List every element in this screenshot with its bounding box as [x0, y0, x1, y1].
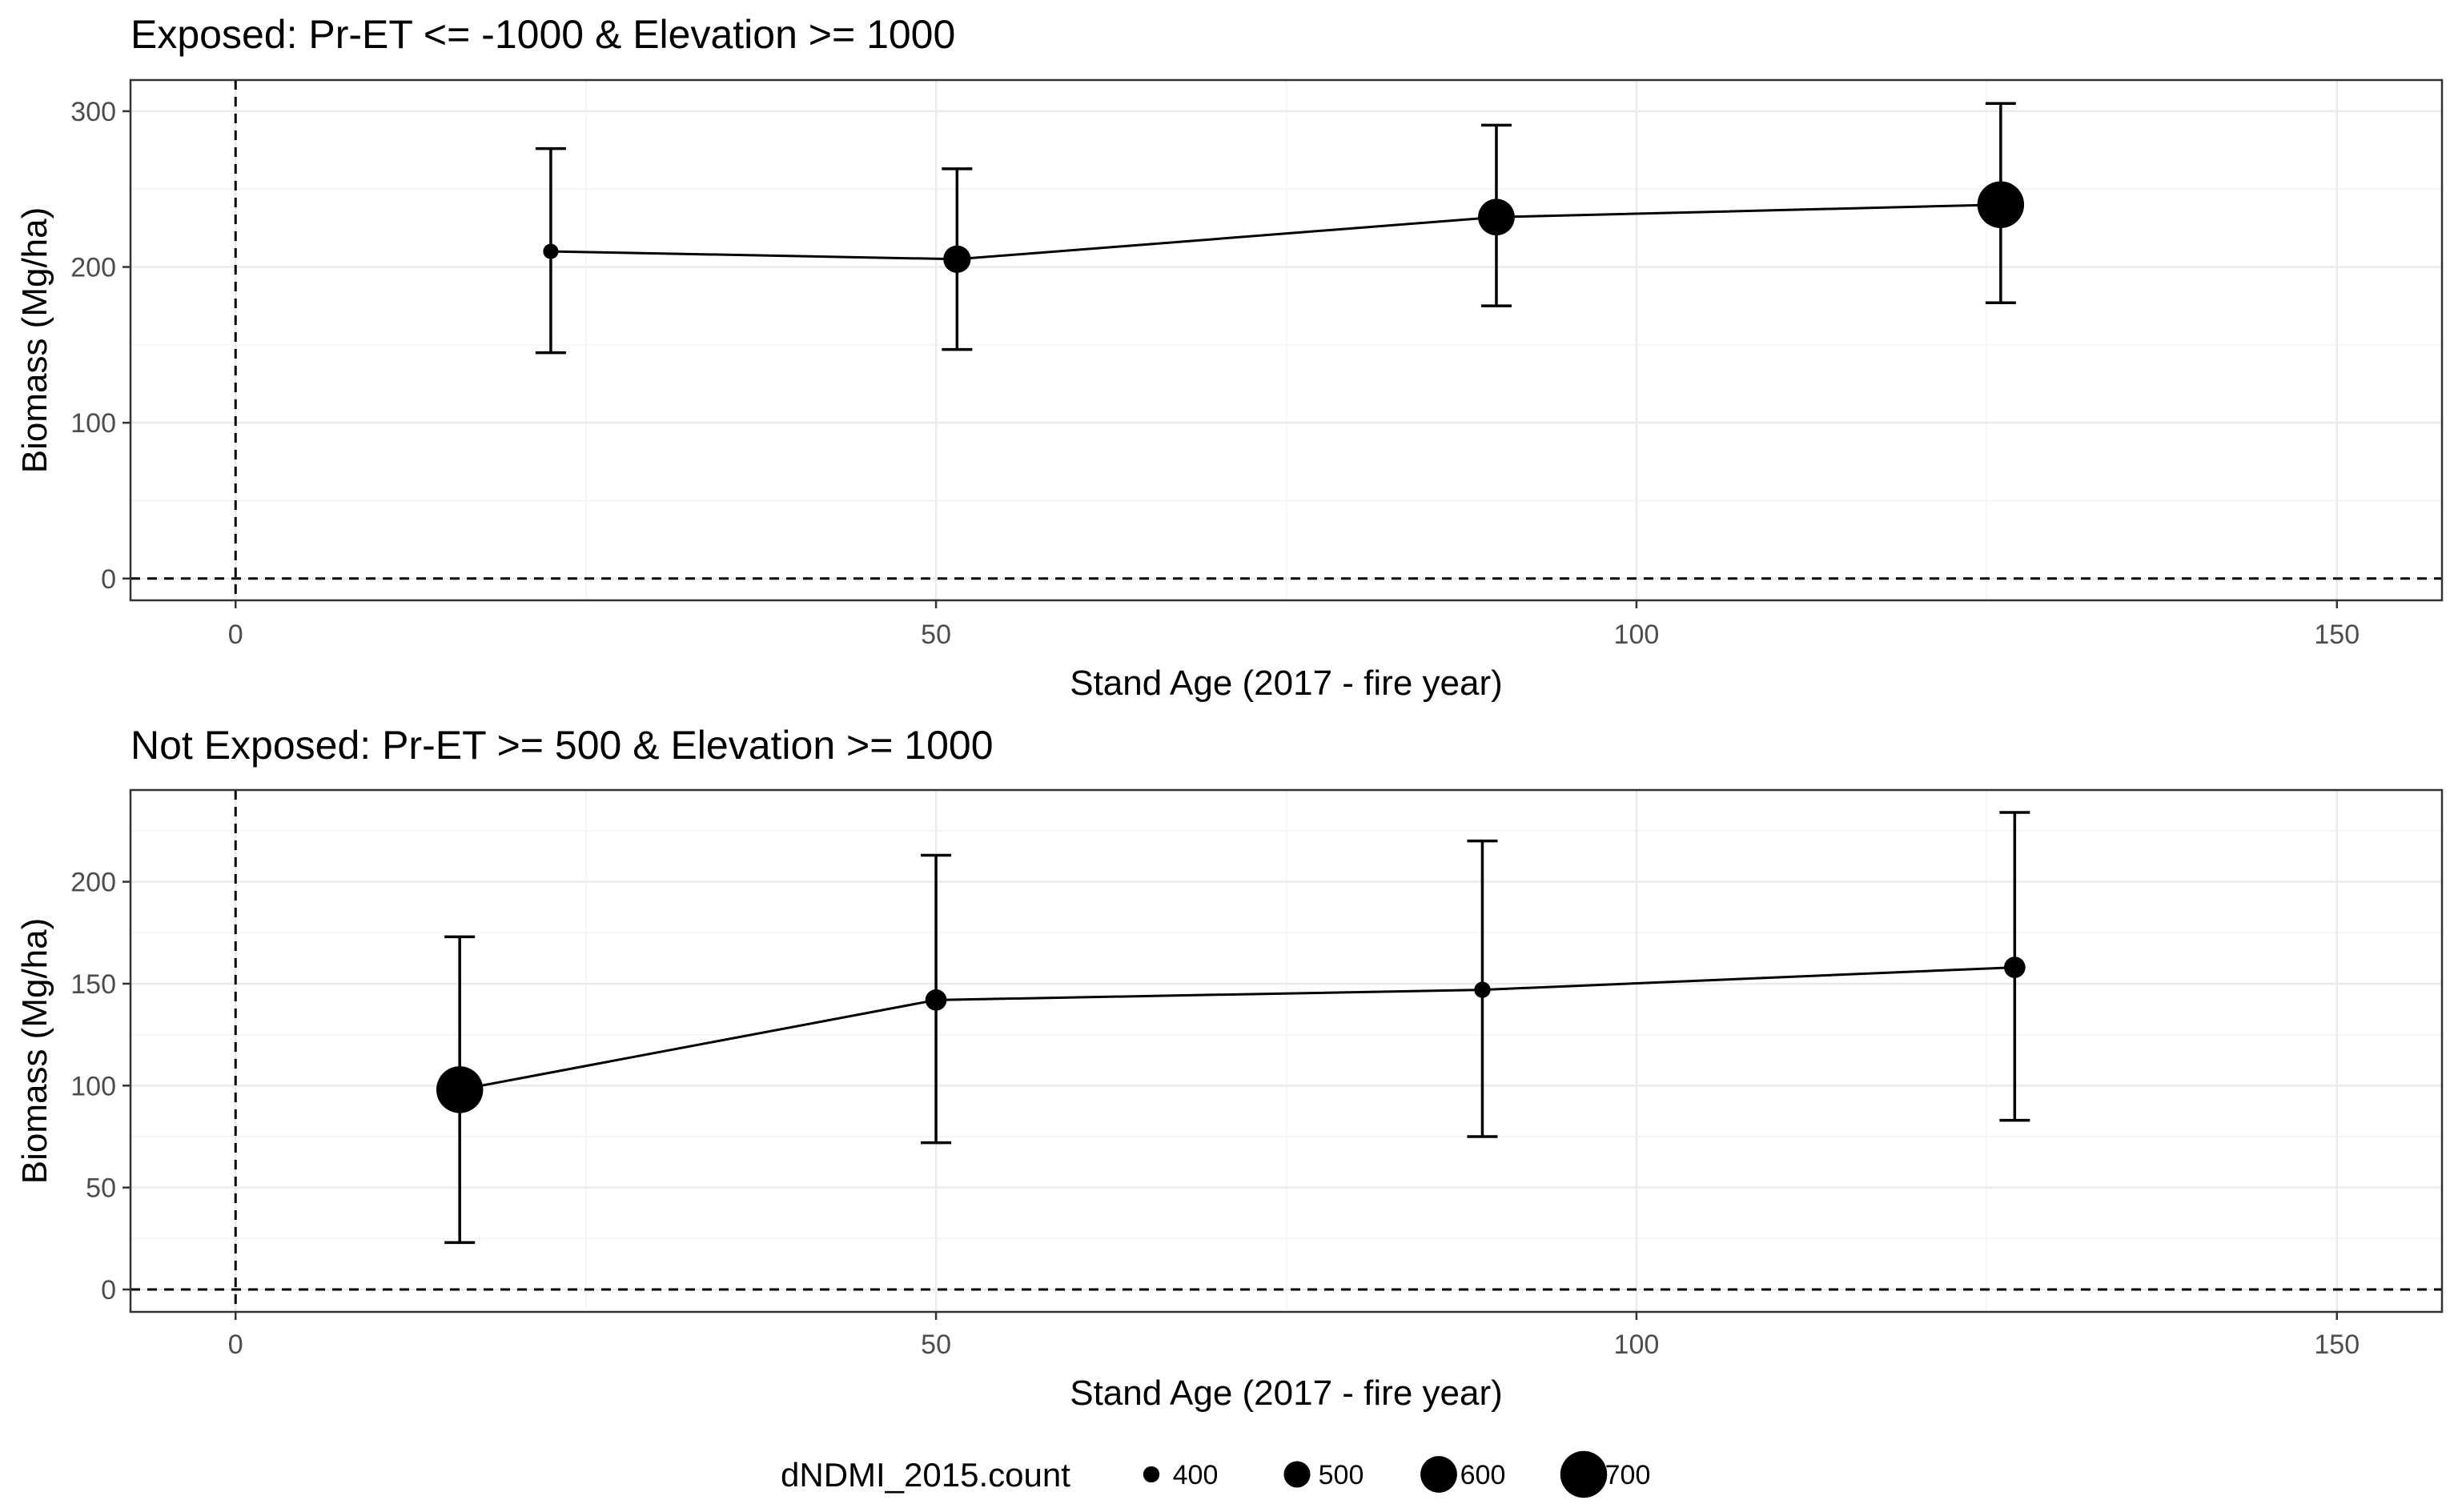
legend-key	[1420, 1456, 1457, 1493]
chart-title: Not Exposed: Pr-ET >= 500 & Elevation >=…	[131, 723, 994, 768]
data-point	[2003, 957, 2026, 978]
legend-entry: 700	[1560, 1450, 1651, 1498]
legend-key	[1143, 1466, 1160, 1483]
x-tick-label: 100	[1614, 620, 1660, 650]
data-point	[925, 989, 947, 1011]
y-tick-label: 300	[70, 97, 116, 127]
y-tick-label: 50	[86, 1173, 116, 1204]
legend-label: 700	[1605, 1460, 1651, 1490]
x-tick-label: 150	[2314, 620, 2360, 650]
y-axis-label: Biomass (Mg/ha)	[15, 207, 54, 474]
panel-border	[129, 78, 2444, 602]
x-axis-label: Stand Age (2017 - fire year)	[1070, 1374, 1503, 1413]
legend-label: 600	[1460, 1460, 1506, 1490]
legend-title: dNDMI_2015.count	[781, 1456, 1070, 1494]
y-tick-label: 200	[70, 253, 116, 283]
legend-entry: 600	[1420, 1456, 1505, 1493]
legend-entry: 400	[1143, 1460, 1219, 1490]
chart-title: Exposed: Pr-ET <= -1000 & Elevation >= 1…	[131, 12, 955, 57]
y-tick-label: 100	[70, 1071, 116, 1101]
y-tick-label: 150	[70, 969, 116, 1000]
data-point	[943, 245, 971, 273]
legend: dNDMI_2015.count 400 500 600 700	[781, 1450, 1651, 1498]
series-line	[550, 203, 2001, 261]
x-tick-label: 50	[921, 1330, 951, 1360]
x-tick-label: 0	[228, 620, 243, 650]
legend-label: 500	[1319, 1460, 1364, 1490]
y-tick-label: 100	[70, 408, 116, 439]
x-axis-label: Stand Age (2017 - fire year)	[1070, 664, 1503, 703]
legend-label: 400	[1173, 1460, 1219, 1490]
panel-2: Not Exposed: Pr-ET >= 500 & Elevation >=…	[15, 723, 2444, 1413]
data-point	[1478, 199, 1515, 236]
data-point	[543, 243, 559, 259]
panel-border	[129, 788, 2444, 1313]
y-tick-label: 200	[70, 868, 116, 898]
data-point	[436, 1066, 484, 1113]
legend-key	[1283, 1461, 1311, 1488]
y-tick-label: 0	[101, 1275, 116, 1305]
grid	[131, 80, 2442, 600]
data-point	[1474, 981, 1491, 998]
x-tick-label: 0	[228, 1330, 243, 1360]
y-tick-label: 0	[101, 564, 116, 595]
x-tick-label: 50	[921, 620, 951, 650]
series-line	[459, 966, 2015, 1091]
y-axis-label: Biomass (Mg/ha)	[15, 918, 54, 1185]
x-tick-label: 100	[1614, 1330, 1660, 1360]
grid	[131, 790, 2442, 1312]
legend-entry: 500	[1283, 1460, 1364, 1490]
x-tick-label: 150	[2314, 1330, 2360, 1360]
data-point	[1977, 181, 2025, 228]
legend-key	[1560, 1450, 1608, 1498]
panel-1: Exposed: Pr-ET <= -1000 & Elevation >= 1…	[15, 12, 2444, 703]
